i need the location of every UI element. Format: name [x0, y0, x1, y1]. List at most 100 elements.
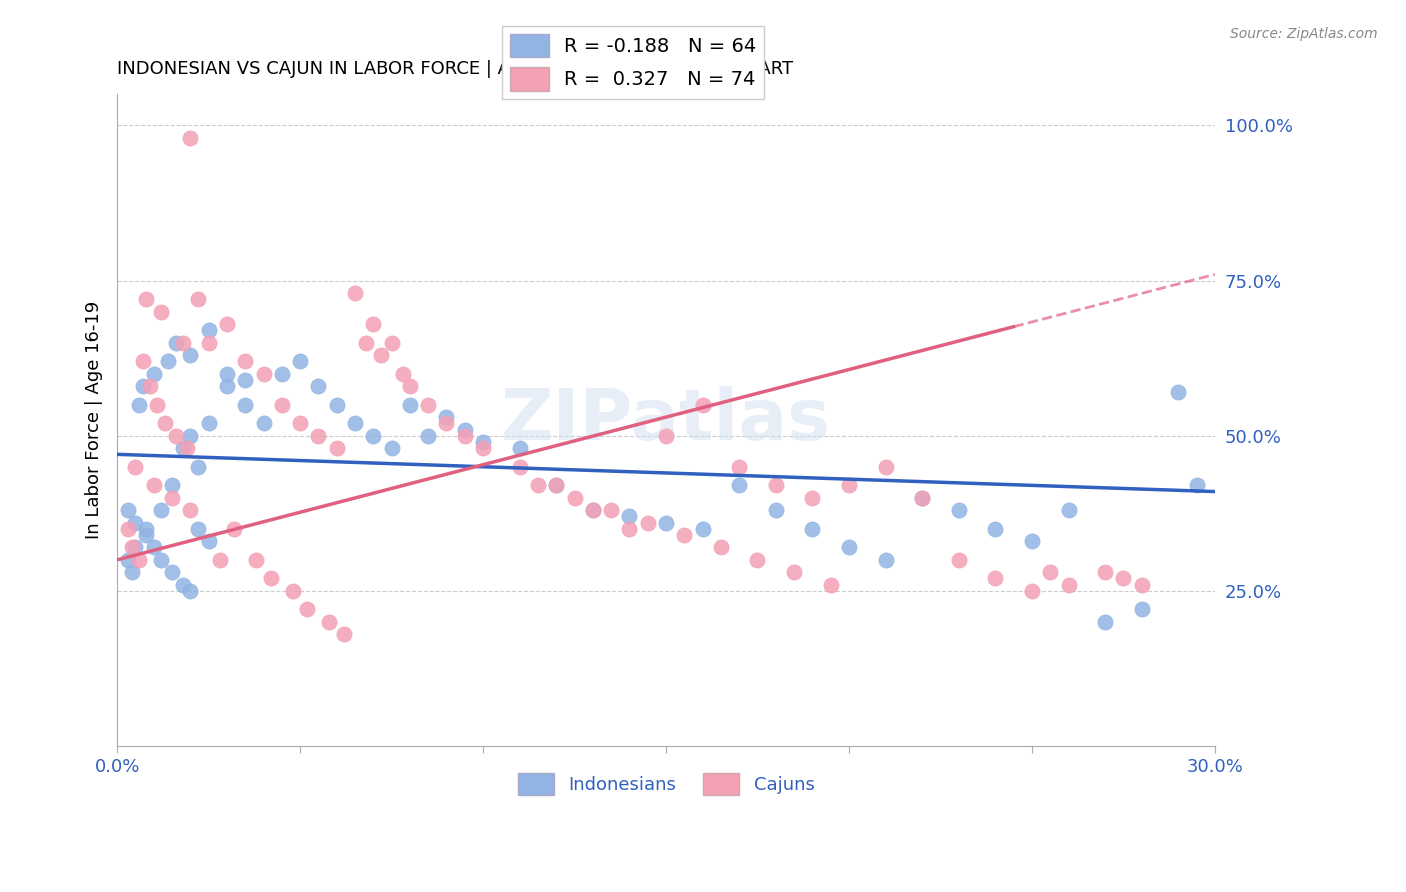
Point [260, 571, 283, 585]
Point [454, 428, 477, 442]
Point [318, 615, 340, 629]
Point [673, 528, 696, 542]
Point [197, 534, 219, 549]
Point [509, 459, 531, 474]
Point [454, 423, 477, 437]
Text: ZIPatlas: ZIPatlas [501, 385, 831, 455]
Point [354, 335, 377, 350]
Point [801, 522, 824, 536]
Point [363, 428, 385, 442]
Point [1094, 615, 1116, 629]
Point [150, 304, 173, 318]
Point [179, 428, 201, 442]
Point [692, 522, 714, 536]
Point [582, 503, 605, 517]
Point [325, 398, 347, 412]
Point [252, 367, 274, 381]
Point [783, 566, 806, 580]
Point [1094, 566, 1116, 580]
Point [160, 478, 183, 492]
Point [150, 553, 173, 567]
Point [128, 398, 150, 412]
Point [224, 522, 246, 536]
Point [692, 398, 714, 412]
Point [472, 441, 495, 455]
Point [875, 553, 897, 567]
Point [1057, 577, 1080, 591]
Point [619, 522, 641, 536]
Point [509, 441, 531, 455]
Point [142, 541, 165, 555]
Point [135, 292, 157, 306]
Point [399, 379, 422, 393]
Point [288, 417, 311, 431]
Point [307, 379, 329, 393]
Point [172, 441, 194, 455]
Point [233, 354, 256, 368]
Point [1130, 577, 1153, 591]
Point [655, 516, 678, 530]
Point [128, 553, 150, 567]
Point [655, 428, 678, 442]
Point [124, 541, 146, 555]
Point [160, 491, 183, 505]
Point [142, 367, 165, 381]
Point [150, 503, 173, 517]
Legend: Indonesians, Cajuns: Indonesians, Cajuns [510, 765, 821, 802]
Point [215, 379, 238, 393]
Point [187, 522, 209, 536]
Text: INDONESIAN VS CAJUN IN LABOR FORCE | AGE 16-19 CORRELATION CHART: INDONESIAN VS CAJUN IN LABOR FORCE | AGE… [117, 60, 793, 78]
Point [381, 335, 404, 350]
Point [564, 491, 586, 505]
Point [208, 553, 231, 567]
Point [297, 602, 319, 616]
Point [418, 398, 440, 412]
Point [838, 478, 860, 492]
Point [1185, 478, 1208, 492]
Point [160, 566, 183, 580]
Point [948, 503, 970, 517]
Point [984, 571, 1007, 585]
Point [728, 459, 751, 474]
Point [121, 541, 143, 555]
Point [911, 491, 934, 505]
Point [637, 516, 659, 530]
Point [363, 317, 385, 331]
Point [153, 417, 176, 431]
Point [288, 354, 311, 368]
Point [117, 522, 139, 536]
Point [333, 627, 356, 641]
Point [132, 354, 155, 368]
Point [436, 410, 458, 425]
Text: Source: ZipAtlas.com: Source: ZipAtlas.com [1230, 27, 1378, 41]
Point [197, 323, 219, 337]
Point [875, 459, 897, 474]
Point [619, 509, 641, 524]
Y-axis label: In Labor Force | Age 16-19: In Labor Force | Age 16-19 [86, 301, 103, 540]
Point [117, 553, 139, 567]
Point [307, 428, 329, 442]
Point [381, 441, 404, 455]
Point [370, 348, 392, 362]
Point [600, 503, 623, 517]
Point [121, 566, 143, 580]
Point [172, 577, 194, 591]
Point [172, 335, 194, 350]
Point [801, 491, 824, 505]
Point [135, 528, 157, 542]
Point [215, 367, 238, 381]
Point [472, 434, 495, 449]
Point [132, 379, 155, 393]
Point [820, 577, 842, 591]
Point [1167, 385, 1189, 400]
Point [187, 292, 209, 306]
Point [1112, 571, 1135, 585]
Point [233, 398, 256, 412]
Point [142, 478, 165, 492]
Point [252, 417, 274, 431]
Point [165, 335, 187, 350]
Point [179, 503, 201, 517]
Point [1130, 602, 1153, 616]
Point [135, 522, 157, 536]
Point [838, 541, 860, 555]
